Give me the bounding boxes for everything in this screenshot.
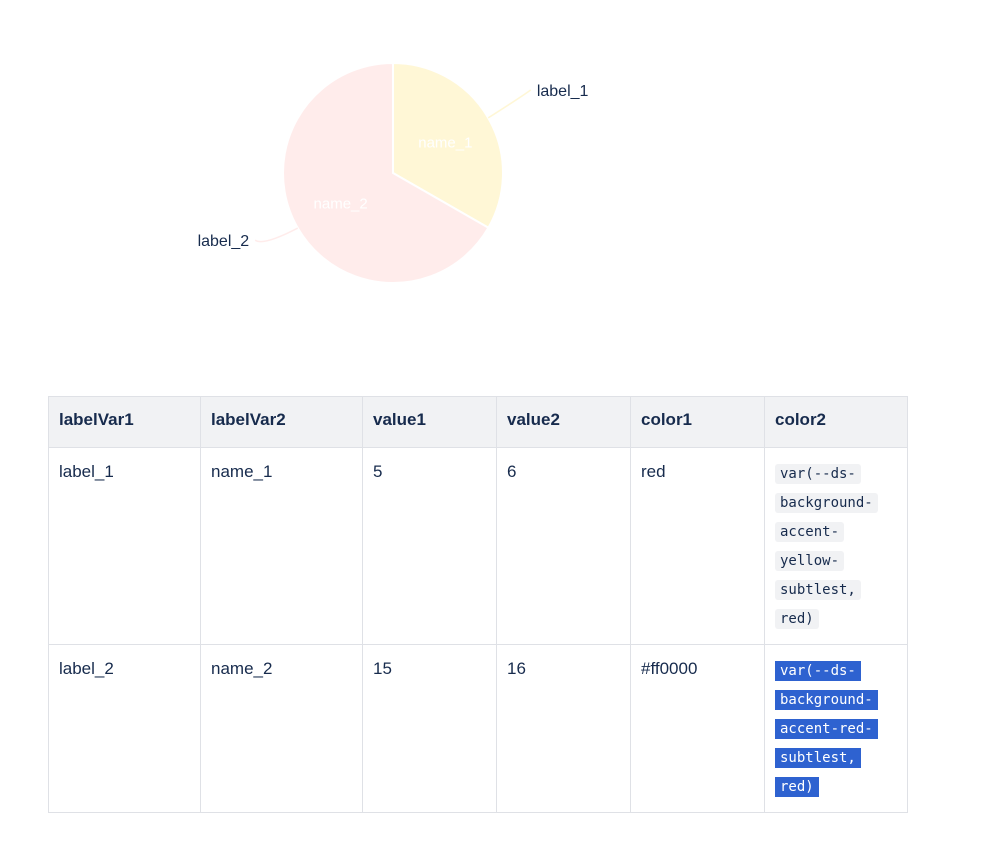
table-cell[interactable]: #ff0000 <box>630 644 765 813</box>
table-cell[interactable]: name_2 <box>200 644 363 813</box>
label-leader-line <box>487 89 532 119</box>
column-header[interactable]: labelVar1 <box>48 396 201 448</box>
table-cell[interactable]: 5 <box>362 447 497 645</box>
table-row: label_2 name_2 15 16 #ff0000 var(--ds-ba… <box>48 644 908 813</box>
data-table: labelVar1 labelVar2 value1 value2 color1… <box>48 396 908 813</box>
table-cell[interactable]: var(--ds-background-accent-yellow-subtle… <box>764 447 908 645</box>
pie-chart: name_1 label_1 name_2 label_2 <box>198 61 589 284</box>
slice-outer-label: label_1 <box>537 83 589 100</box>
code-value-selected: var(--ds-background-accent-red-subtlest,… <box>775 661 878 797</box>
column-header[interactable]: color2 <box>764 396 908 448</box>
table-cell[interactable]: red <box>630 447 765 645</box>
column-header[interactable]: color1 <box>630 396 765 448</box>
column-header[interactable]: value1 <box>362 396 497 448</box>
table-header-row: labelVar1 labelVar2 value1 value2 color1… <box>48 396 908 448</box>
slice-outer-label: label_2 <box>198 233 250 250</box>
table-cell[interactable]: 15 <box>362 644 497 813</box>
column-header[interactable]: value2 <box>496 396 631 448</box>
label-leader-line <box>254 227 299 243</box>
table-cell[interactable]: label_2 <box>48 644 201 813</box>
table-cell[interactable]: 6 <box>496 447 631 645</box>
table-row: label_1 name_1 5 6 red var(--ds-backgrou… <box>48 447 908 645</box>
table-cell[interactable]: label_1 <box>48 447 201 645</box>
slice-inner-label: name_2 <box>314 195 368 212</box>
pie-slice[interactable] <box>392 61 504 230</box>
table-cell[interactable]: name_1 <box>200 447 363 645</box>
code-value: var(--ds-background-accent-yellow-subtle… <box>775 464 878 629</box>
table-cell-selected[interactable]: var(--ds-background-accent-red-subtlest,… <box>764 644 908 813</box>
column-header[interactable]: labelVar2 <box>200 396 363 448</box>
pie-slice[interactable] <box>282 61 490 284</box>
slice-inner-label: name_1 <box>418 135 472 152</box>
table-cell[interactable]: 16 <box>496 644 631 813</box>
